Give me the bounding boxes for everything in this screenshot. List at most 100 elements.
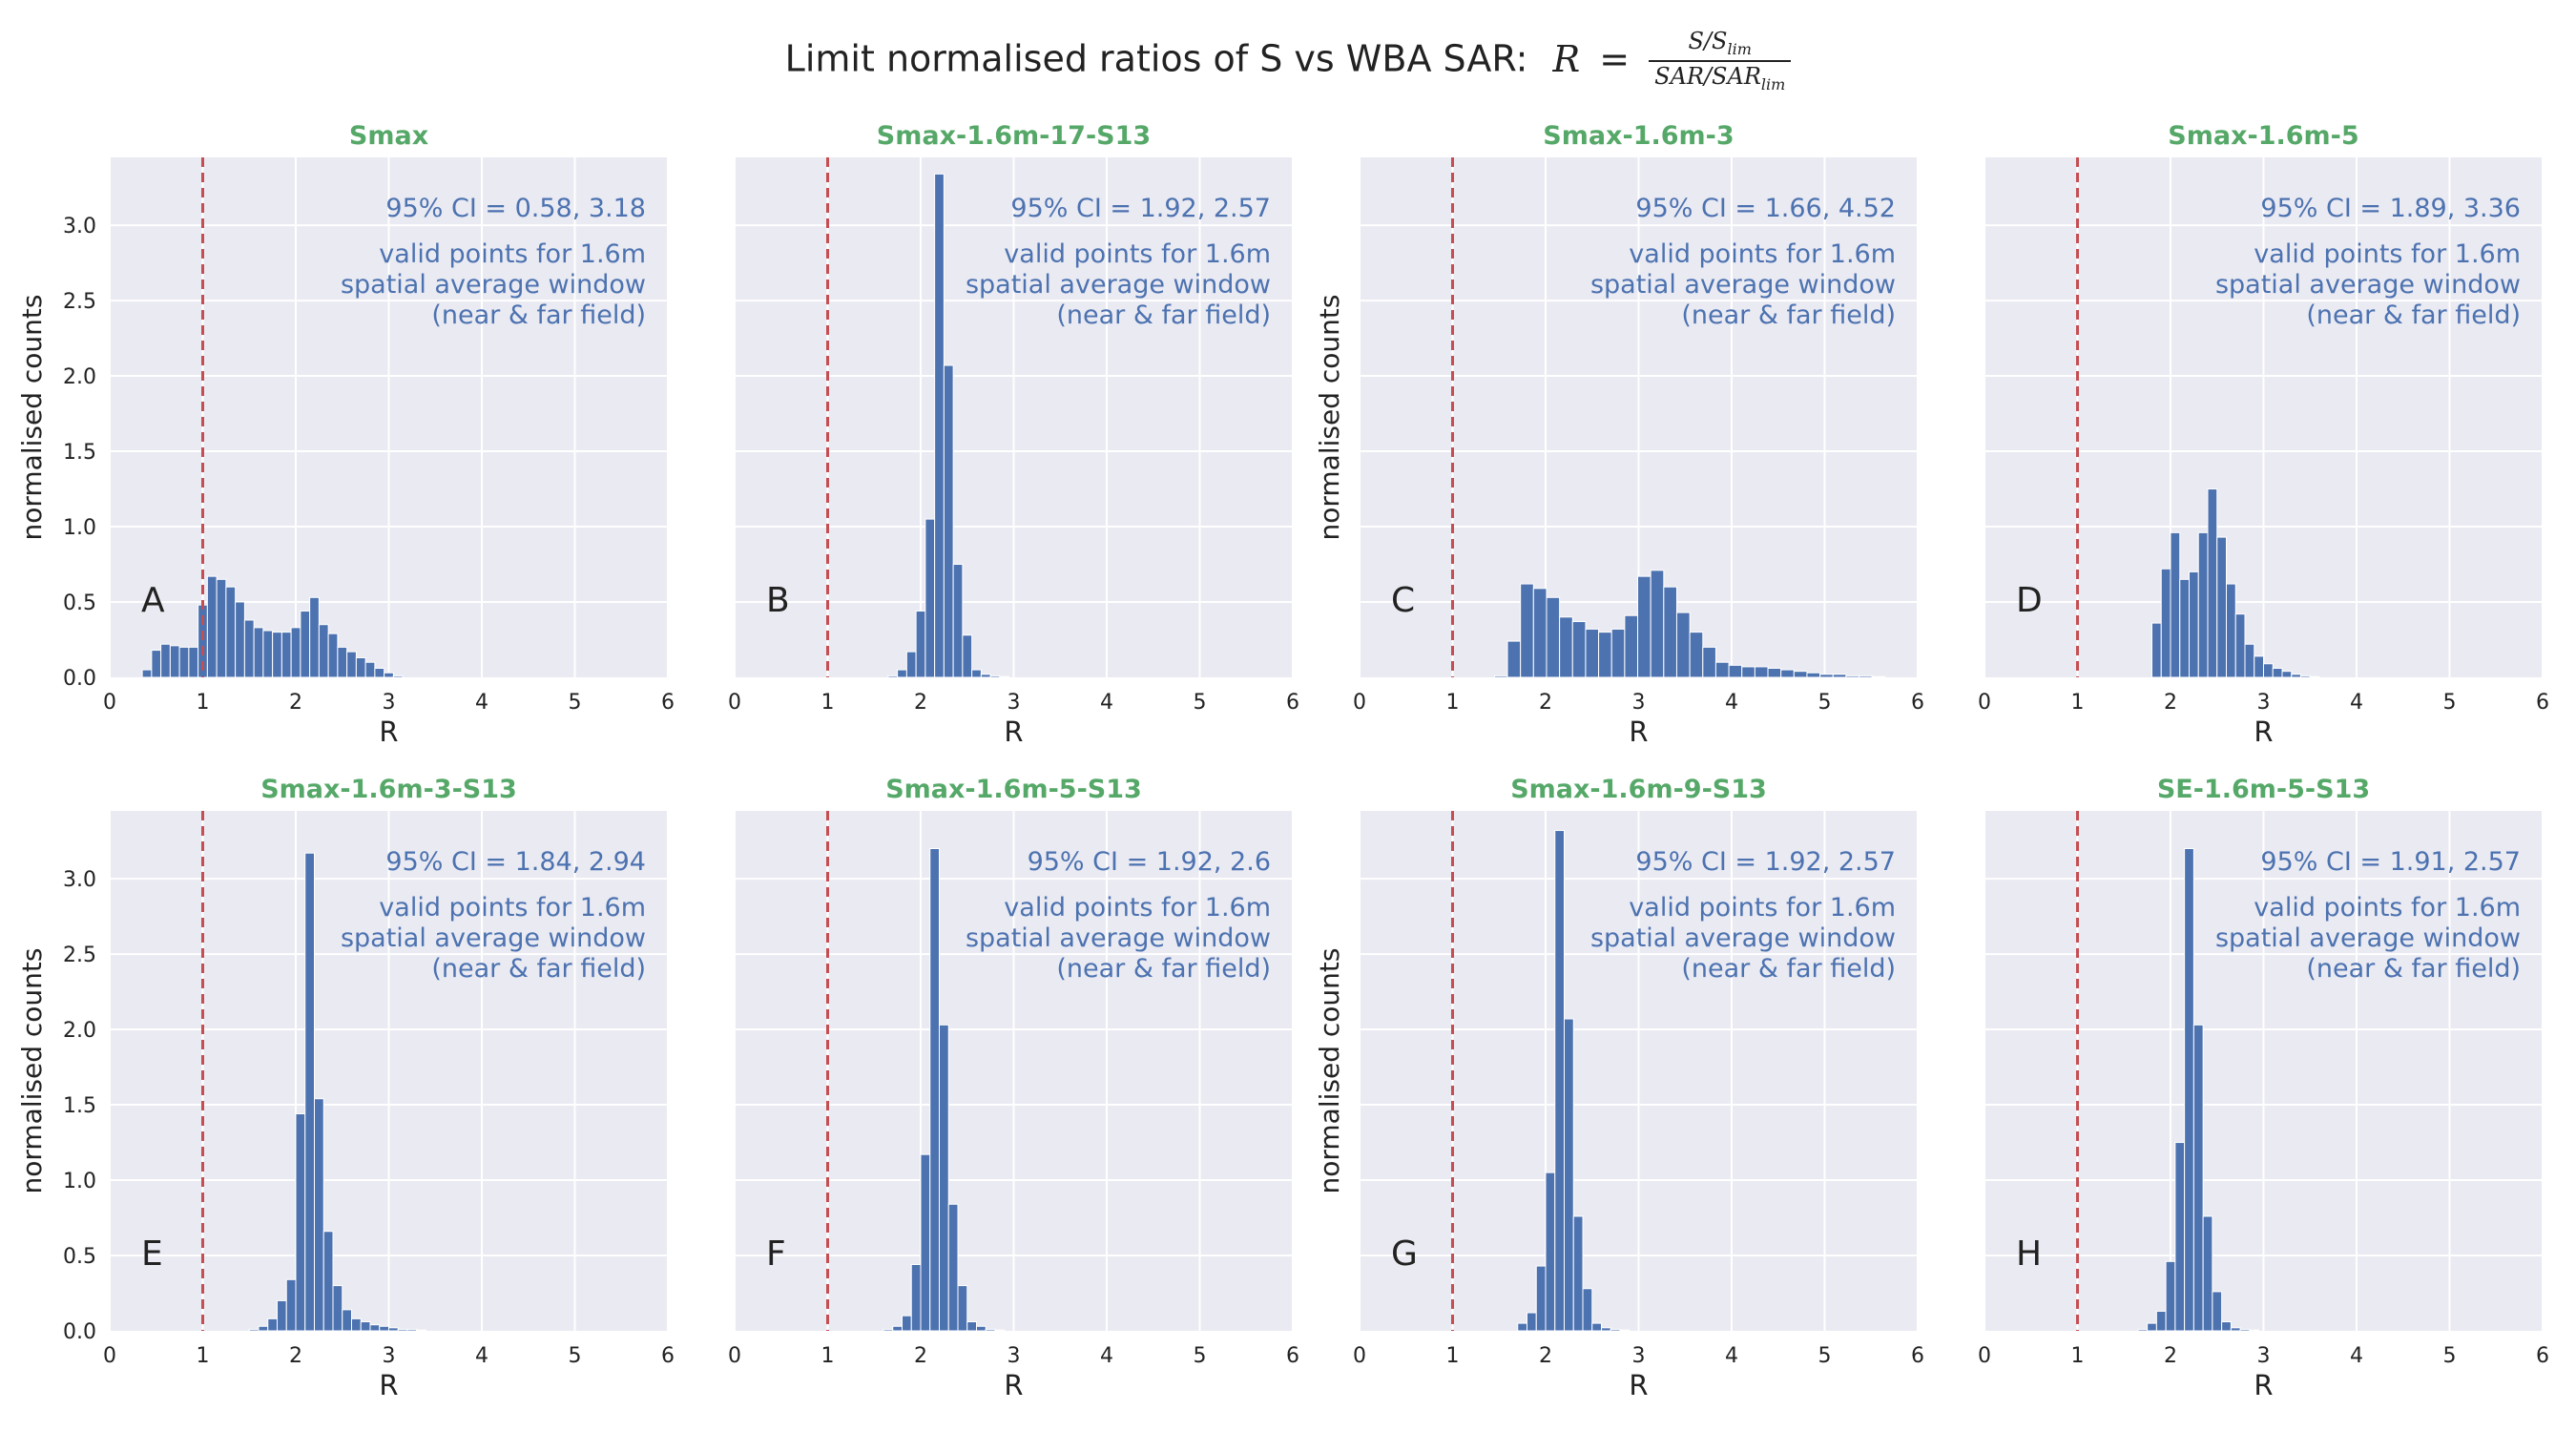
- panel-title: Smax-1.6m-9-S13: [1510, 775, 1767, 804]
- x-tick-label: 4: [475, 691, 488, 715]
- fraction-denominator: SAR/SARlim: [1649, 62, 1791, 93]
- note-line: (near & far field): [431, 301, 646, 330]
- histogram-bar: [902, 1315, 912, 1332]
- x-tick-label: 0: [103, 1344, 116, 1368]
- histogram-bar: [2221, 1321, 2232, 1332]
- histogram-bar: [267, 1317, 278, 1332]
- x-tick-label: 2: [289, 691, 302, 715]
- histogram-panel: Smax-1.6m-5-S13 95% CI = 1.92, 2.6 valid p…: [728, 775, 1299, 1401]
- figure-title-variable: R: [1552, 37, 1581, 80]
- histogram-bar: [999, 675, 1010, 678]
- histogram-panel: Smax-1.6m-3 95% CI = 1.66, 4.52 valid poin…: [1314, 121, 1924, 748]
- note-line: (near & far field): [2306, 301, 2521, 330]
- histogram-bar: [883, 1328, 894, 1332]
- histogram-bar: [327, 633, 339, 678]
- x-tick-label: 3: [1632, 1344, 1646, 1368]
- ci-annotation: 95% CI = 1.92, 2.6: [1028, 847, 1271, 877]
- histogram-bar: [897, 669, 907, 678]
- panel-title: SE-1.6m-5-S13: [2157, 775, 2370, 804]
- x-tick-label: 0: [1353, 1344, 1366, 1368]
- fraction-numerator: S/Slim: [1649, 28, 1792, 63]
- histogram-bar: [188, 646, 199, 678]
- histogram-bar: [392, 674, 404, 678]
- histogram-bar: [939, 1024, 949, 1332]
- x-tick-label: 1: [2071, 691, 2085, 715]
- histogram-bar: [369, 1324, 381, 1332]
- histogram-bar: [1572, 1215, 1584, 1332]
- ci-annotation: 95% CI = 1.91, 2.57: [2260, 847, 2521, 877]
- x-tick-label: 4: [2350, 691, 2363, 715]
- panel-letter: A: [141, 581, 165, 620]
- y-tick-label: 0.5: [63, 591, 96, 615]
- histogram-bar: [277, 1299, 287, 1332]
- panel-letter: H: [2016, 1234, 2042, 1274]
- note-line: (near & far field): [1056, 954, 1271, 984]
- x-tick-label: 5: [569, 1344, 582, 1368]
- y-tick-label: 2.0: [63, 1019, 96, 1043]
- histogram-bar: [1819, 674, 1834, 678]
- note-line: valid points for 1.6m: [2254, 893, 2521, 923]
- histogram-bar: [397, 1328, 408, 1332]
- x-tick-label: 1: [1446, 691, 1460, 715]
- x-tick-label: 6: [1286, 691, 1299, 715]
- note-line: valid points for 1.6m: [379, 893, 646, 923]
- histogram-bar: [1859, 674, 1873, 678]
- figure-title: Limit normalised ratios of S vs WBA SAR:…: [0, 28, 2576, 93]
- histogram-bar: [285, 1278, 297, 1332]
- y-tick-label: 1.5: [63, 1094, 96, 1118]
- histogram-bar: [262, 630, 274, 678]
- histogram-bar: [2300, 674, 2311, 678]
- x-tick-label: 3: [383, 691, 396, 715]
- histogram-bar: [989, 674, 1001, 678]
- x-tick-label: 2: [2164, 1344, 2177, 1368]
- histogram-panel: Smax-1.6m-3-S13 95% CI = 1.84, 2.94 valid …: [16, 775, 675, 1401]
- histogram-bar: [1780, 669, 1795, 678]
- x-tick-label: 1: [1446, 1344, 1460, 1368]
- histogram-bar: [1554, 830, 1565, 1332]
- x-tick-label: 1: [2071, 1344, 2085, 1368]
- histogram-bar: [980, 674, 991, 678]
- histogram-bar: [1689, 632, 1704, 678]
- x-tick-label: 3: [383, 1344, 396, 1368]
- y-axis-label: normalised counts: [1314, 948, 1345, 1194]
- panel-letter: D: [2016, 581, 2043, 620]
- x-tick-label: 6: [1286, 1344, 1299, 1368]
- panel-title: Smax-1.6m-3-S13: [260, 775, 517, 804]
- panel-title: Smax-1.6m-17-S13: [877, 121, 1151, 151]
- panel-letter: B: [766, 581, 790, 620]
- histogram-bar: [2272, 668, 2283, 678]
- ci-annotation: 95% CI = 1.66, 4.52: [1635, 194, 1896, 223]
- histogram-bar: [1493, 674, 1508, 678]
- histogram-bar: [2226, 583, 2236, 678]
- x-tick-label: 4: [2350, 1344, 2363, 1368]
- y-tick-label: 0.0: [63, 1320, 96, 1344]
- histogram-bar: [1610, 1328, 1621, 1332]
- x-tick-label: 4: [1725, 691, 1738, 715]
- x-tick-label: 3: [1008, 691, 1021, 715]
- histogram-bar: [169, 645, 180, 678]
- histogram-bar: [1832, 674, 1847, 678]
- x-tick-label: 4: [1100, 1344, 1113, 1368]
- histogram-bar: [1650, 570, 1665, 678]
- note-line: valid points for 1.6m: [1004, 893, 1271, 923]
- histogram-bar: [2249, 1329, 2260, 1332]
- y-tick-label: 1.0: [63, 516, 96, 540]
- histogram-bar: [1610, 628, 1626, 678]
- histogram-bar: [1564, 1018, 1574, 1332]
- histogram-bar: [280, 632, 292, 678]
- note-line: spatial average window: [341, 923, 646, 953]
- histogram-bar: [2263, 663, 2274, 678]
- histogram-bar: [915, 610, 926, 678]
- histogram-bar: [406, 1328, 418, 1332]
- histogram-bar: [1728, 664, 1743, 678]
- histogram-bar: [1663, 586, 1677, 678]
- note-line: valid points for 1.6m: [1004, 239, 1271, 269]
- y-tick-label: 0.0: [63, 667, 96, 691]
- x-axis-label: R: [1629, 1369, 1648, 1401]
- histogram-bar: [1571, 621, 1587, 678]
- ci-annotation: 95% CI = 1.92, 2.57: [1635, 847, 1896, 877]
- histogram-bar: [892, 1325, 903, 1332]
- histogram-bar: [272, 632, 282, 678]
- panel-letter: G: [1391, 1234, 1418, 1274]
- histogram-bar: [976, 1325, 987, 1332]
